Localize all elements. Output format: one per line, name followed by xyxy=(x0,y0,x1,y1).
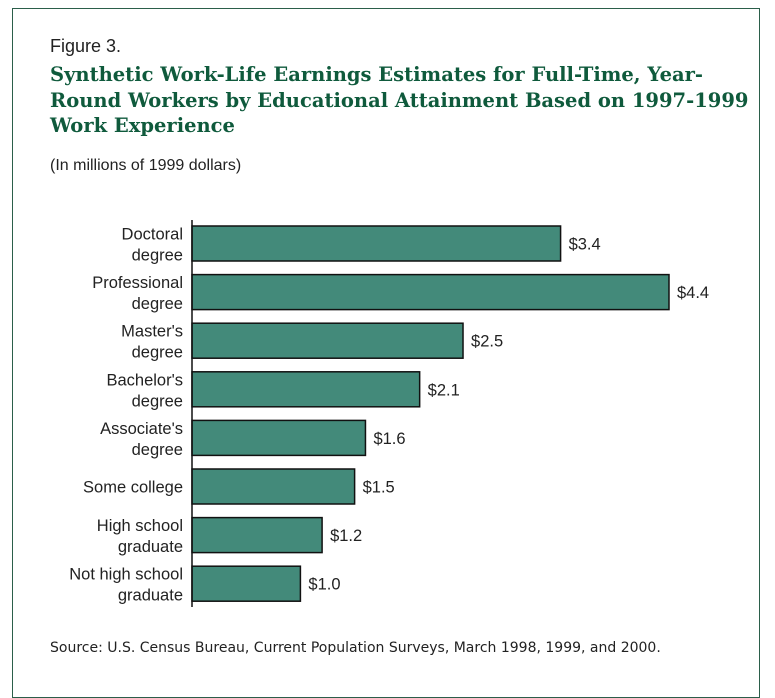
data-label: $4.4 xyxy=(677,284,709,302)
category-label: degree xyxy=(132,295,183,313)
data-label: $3.4 xyxy=(569,236,601,254)
category-label: graduate xyxy=(118,587,183,605)
category-label: degree xyxy=(132,392,183,410)
bar xyxy=(191,273,670,311)
data-label: $1.0 xyxy=(308,576,340,594)
bar xyxy=(191,468,356,505)
category-label: graduate xyxy=(118,538,183,556)
data-label: $1.6 xyxy=(373,430,405,448)
category-label: Associate's xyxy=(100,420,183,438)
data-label: $2.5 xyxy=(471,333,503,351)
category-label: Doctoral xyxy=(122,226,183,244)
data-label: $1.5 xyxy=(363,479,395,497)
chart-subtitle: (In millions of 1999 dollars) xyxy=(50,157,242,174)
category-label: Some college xyxy=(83,479,183,497)
category-label: Not high school xyxy=(69,566,183,584)
category-label: degree xyxy=(132,344,183,362)
bar xyxy=(191,565,302,602)
data-label: $1.2 xyxy=(330,527,362,545)
bar xyxy=(191,419,367,457)
data-label: $2.1 xyxy=(428,381,460,399)
category-label: degree xyxy=(132,441,183,459)
bar xyxy=(191,225,562,262)
category-label: Professional xyxy=(92,274,183,292)
category-label: High school xyxy=(97,517,183,535)
bar xyxy=(191,322,464,359)
figure-label: Figure 3. xyxy=(50,36,122,56)
category-label: degree xyxy=(132,247,183,265)
source-note: Source: U.S. Census Bureau, Current Popu… xyxy=(50,640,661,656)
category-label: Master's xyxy=(121,323,183,341)
bar xyxy=(191,516,323,554)
chart-title: Synthetic Work-Life Earnings Estimates f… xyxy=(50,63,749,137)
category-label: Bachelor's xyxy=(106,371,183,389)
bar xyxy=(191,371,421,408)
